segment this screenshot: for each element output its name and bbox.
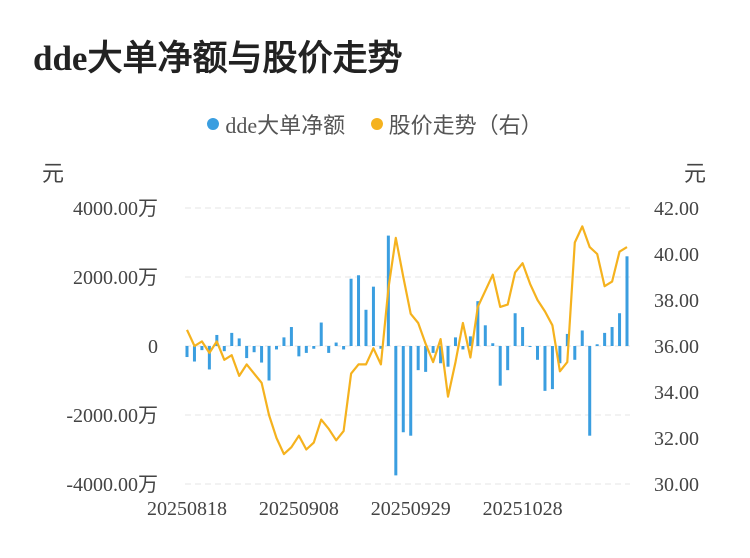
price-line — [186, 225, 628, 456]
dde-bar — [476, 301, 480, 346]
y-left-tick-label: 2000.00万 — [73, 267, 158, 289]
dde-bar — [349, 278, 353, 346]
y-right-tick-label: 38.00 — [654, 290, 699, 312]
dde-bar — [498, 346, 502, 386]
legend-item-price[interactable]: 股价走势（右） — [370, 108, 543, 140]
dde-bar — [550, 346, 554, 390]
dde-bar — [625, 256, 629, 346]
dde-bar — [319, 322, 323, 346]
y-right-tick-label: 42.00 — [654, 198, 699, 220]
dde-bar — [453, 337, 457, 346]
dde-bar — [245, 346, 249, 359]
y-right-tick-label: 30.00 — [654, 474, 699, 496]
dde-bar — [521, 327, 525, 346]
dde-bar — [558, 346, 562, 364]
dde-bar — [222, 346, 226, 352]
y-left-tick-label: 0 — [148, 336, 158, 358]
y-left-tick-label: -4000.00万 — [66, 474, 158, 496]
y-left-tick-label: 4000.00万 — [73, 198, 158, 220]
dde-bar — [461, 346, 465, 350]
dde-bar — [289, 327, 293, 346]
legend-label-price: 股价走势（右） — [388, 113, 543, 138]
dde-bar — [431, 346, 435, 353]
dde-bar — [207, 346, 211, 370]
left-axis-unit: 元 — [42, 161, 65, 186]
dde-bar — [297, 346, 301, 357]
right-axis-unit: 元 — [684, 161, 707, 186]
y-left-tick-label: -2000.00万 — [66, 405, 158, 427]
chart-title: dde大单净额与股价走势 — [33, 39, 403, 78]
dde-bar — [200, 346, 204, 351]
dde-bar — [573, 346, 577, 360]
dde-bar — [185, 346, 189, 358]
dde-bar — [371, 286, 375, 346]
dde-bar — [237, 338, 241, 346]
dde-bar — [506, 346, 510, 371]
y-right-tick-label: 34.00 — [654, 382, 699, 404]
dde-bar — [312, 346, 316, 349]
dde-bar — [416, 346, 420, 371]
legend-dot-dde-icon — [207, 118, 220, 130]
dde-bar — [513, 313, 517, 346]
dde-bar — [491, 343, 495, 346]
dde-bar — [334, 342, 338, 346]
dde-bar — [528, 346, 532, 348]
x-tick-label: 20250908 — [259, 498, 339, 520]
dde-bar — [618, 313, 622, 346]
dde-bar — [401, 346, 405, 433]
y-right-tick-label: 36.00 — [654, 336, 699, 358]
dde-bar — [379, 346, 383, 349]
legend-label-dde: dde大单净额 — [225, 113, 346, 138]
dde-bar — [364, 309, 368, 346]
dde-bar — [327, 346, 331, 353]
dde-bar — [274, 346, 278, 350]
dde-bar — [424, 346, 428, 372]
dde-bar — [439, 346, 443, 364]
y-right-tick-label: 32.00 — [654, 428, 699, 450]
x-tick-label: 20250818 — [147, 498, 227, 520]
dde-bar — [304, 346, 308, 353]
y-right-tick-label: 40.00 — [654, 244, 699, 266]
dde-bar — [342, 346, 346, 350]
x-tick-label: 20250929 — [371, 498, 451, 520]
legend-dot-price-icon — [370, 118, 383, 130]
x-tick-label: 20251028 — [483, 498, 563, 520]
dde-bar — [595, 344, 599, 346]
dde-bar — [603, 332, 607, 346]
dde-bar — [543, 346, 547, 391]
dde-bar — [230, 332, 234, 346]
dde-bar — [357, 275, 361, 346]
dde-bar — [536, 346, 540, 360]
dde-bar — [282, 337, 286, 346]
legend-item-dde[interactable]: dde大单净额 — [207, 108, 345, 140]
dde-bar — [409, 346, 413, 436]
dde-bar — [446, 346, 450, 367]
dde-bar — [267, 346, 271, 381]
dde-bar — [252, 346, 256, 353]
legend: dde大单净额 股价走势（右） — [0, 108, 750, 140]
dde-bar — [260, 346, 264, 363]
dde-bar — [580, 330, 584, 346]
dde-bar — [565, 333, 569, 346]
dde-bar — [588, 346, 592, 436]
dde-bar — [468, 336, 472, 346]
dde-bar — [610, 327, 614, 346]
dde-bar — [483, 325, 487, 346]
dde-bar — [192, 346, 196, 362]
dde-bar — [394, 346, 398, 476]
